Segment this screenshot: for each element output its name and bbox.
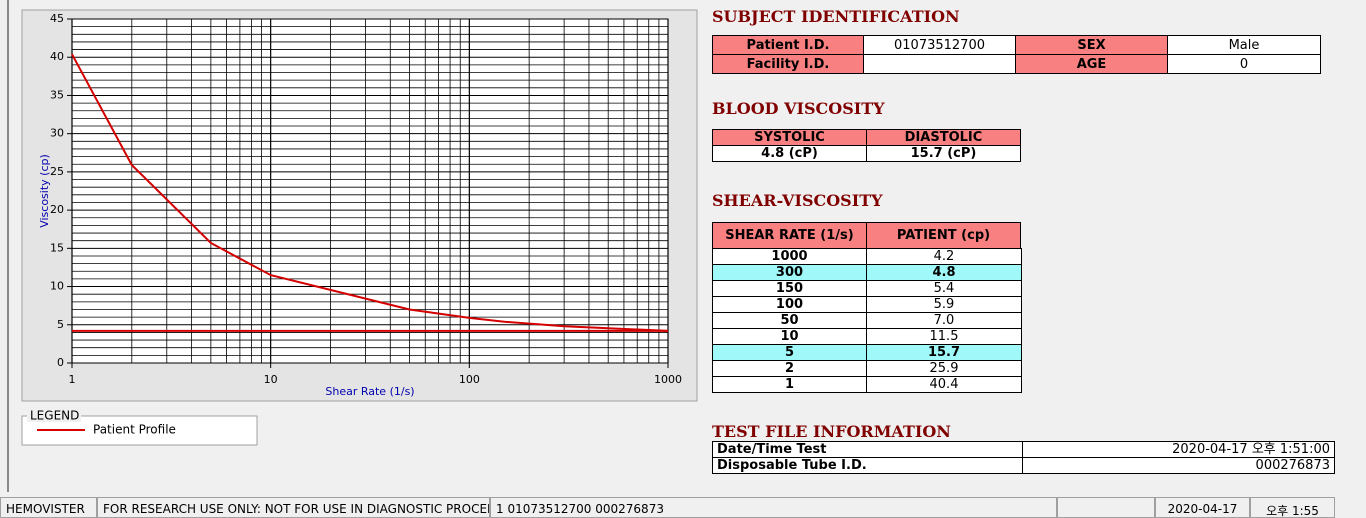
y-tick-label: 5 [57,318,64,331]
section-title: TEST FILE INFORMATION [712,422,951,441]
y-tick-label: 35 [50,88,64,101]
patient-viscosity: 25.9 [866,360,1022,377]
legend-title-bg [27,409,81,422]
column-header: SYSTOLIC [712,129,867,146]
shear-rate: 300 [712,264,867,281]
status-cell: HEMOVISTER [0,497,97,518]
field-label: Date/Time Test [712,441,1023,458]
field-value [863,54,1016,74]
patient-viscosity: 5.4 [866,280,1022,297]
y-tick-label: 40 [50,50,64,63]
shear-rate: 50 [712,312,867,329]
field-label: Patient I.D. [712,35,864,55]
viscosity-value: 4.8 (cP) [712,145,867,162]
field-value: 01073512700 [863,35,1016,55]
shear-rate: 1 [712,376,867,393]
status-cell: FOR RESEARCH USE ONLY: NOT FOR USE IN DI… [97,497,490,518]
status-cell: 오후 1:55 [1250,497,1335,518]
shear-rate: 1000 [712,248,867,265]
y-tick-label: 45 [50,12,64,25]
y-tick-label: 0 [57,356,64,369]
patient-viscosity: 4.8 [866,264,1022,281]
chart: 0 5 10 15 20 25 30 35 40 45 1 10 100 1000 Shear Rate (… [21,9,698,446]
shear-rate: 5 [712,344,867,361]
y-axis-label: Viscosity (cp) [38,154,51,228]
field-label: Facility I.D. [712,54,864,74]
viscosity-value: 15.7 (cP) [866,145,1021,162]
y-tick-label: 10 [50,280,64,293]
section-title: SUBJECT IDENTIFICATION [712,7,960,26]
x-axis-label: Shear Rate (1/s) [325,385,414,398]
field-value: 2020-04-17 오후 1:51:00 [1022,441,1335,458]
patient-viscosity: 40.4 [866,376,1022,393]
column-header: PATIENT (cp) [866,222,1021,249]
plot-area [72,19,668,363]
field-value: Male [1167,35,1321,55]
field-label: SEX [1015,35,1168,55]
field-label: Disposable Tube I.D. [712,457,1023,474]
x-tick-label: 10 [264,373,278,386]
patient-viscosity: 7.0 [866,312,1022,329]
x-tick-label: 100 [459,373,480,386]
legend-label: Patient Profile [93,423,176,437]
legend-title: LEGEND [30,409,79,423]
shear-rate: 2 [712,360,867,377]
status-cell: 1 01073512700 000276873 [490,497,1057,518]
section-title: BLOOD VISCOSITY [712,99,885,118]
field-value: 000276873 [1022,457,1335,474]
patient-viscosity: 4.2 [866,248,1022,265]
patient-viscosity: 15.7 [866,344,1022,361]
y-tick-label: 30 [50,127,64,140]
patient-viscosity: 11.5 [866,328,1022,345]
patient-viscosity: 5.9 [866,296,1022,313]
shear-rate: 100 [712,296,867,313]
section-title: SHEAR-VISCOSITY [712,191,883,210]
status-cell: 2020-04-17 [1155,497,1250,518]
shear-rate: 150 [712,280,867,297]
left-edge [7,0,9,492]
field-label: AGE [1015,54,1168,74]
y-tick-label: 15 [50,241,64,254]
y-tick-label: 25 [50,165,64,178]
status-cell [1057,497,1155,518]
shear-rate: 10 [712,328,867,345]
column-header: SHEAR RATE (1/s) [712,222,867,249]
column-header: DIASTOLIC [866,129,1021,146]
data-line [71,53,669,332]
y-tick-label: 20 [50,203,64,216]
field-value: 0 [1167,54,1321,74]
x-tick-label: 1000 [654,373,682,386]
x-tick-label: 1 [69,373,76,386]
plot-frame [71,18,669,364]
